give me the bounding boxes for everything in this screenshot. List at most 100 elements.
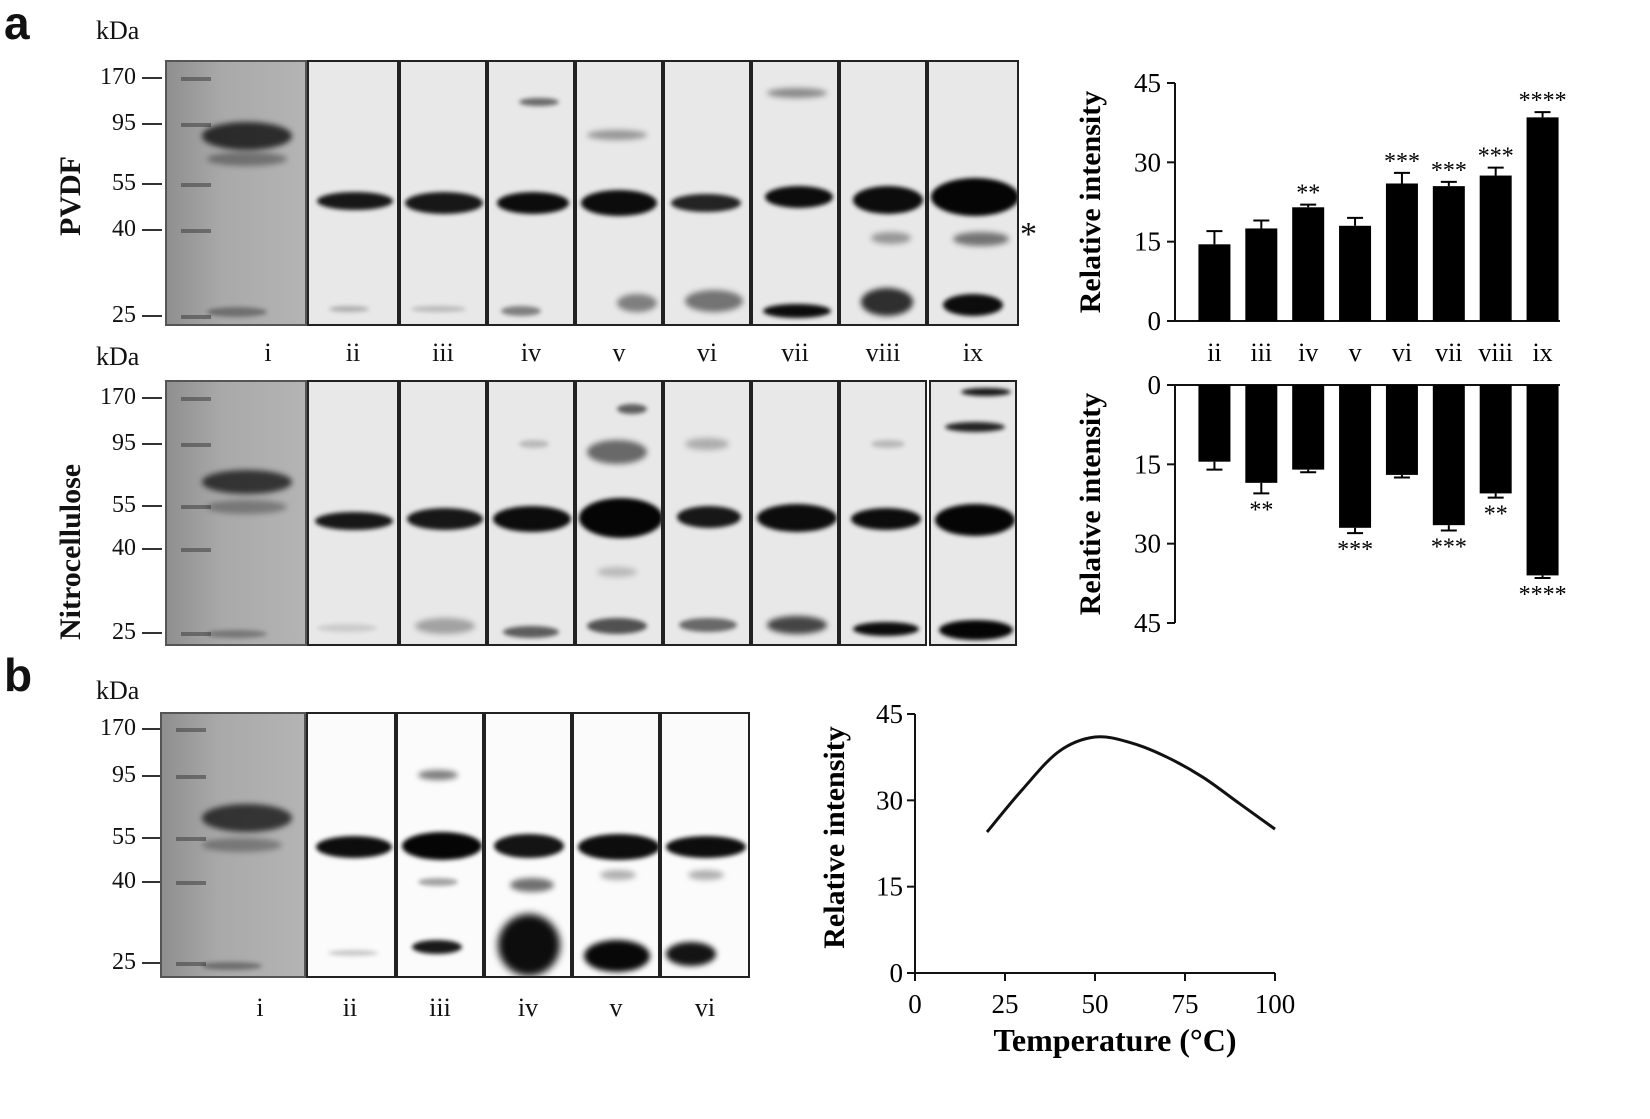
a2-bar-iv bbox=[1292, 385, 1325, 470]
protein-band bbox=[584, 940, 650, 972]
b-mw-40: 40 bbox=[112, 868, 136, 894]
protein-band bbox=[679, 618, 737, 632]
protein-band bbox=[202, 838, 282, 852]
protein-band bbox=[503, 626, 559, 638]
a2-bar-iii bbox=[1245, 385, 1278, 483]
a1-significance-ix: **** bbox=[1519, 88, 1567, 114]
blot-lane-3 bbox=[399, 380, 487, 646]
protein-band bbox=[405, 192, 483, 214]
a2-mw-tick bbox=[142, 443, 162, 445]
a1-mw-170: 170 bbox=[100, 64, 136, 90]
a-lane-label-i: i bbox=[264, 338, 272, 367]
protein-band bbox=[415, 618, 475, 634]
a2-bar-ix bbox=[1526, 385, 1559, 576]
protein-band bbox=[685, 290, 743, 312]
blot-lane-8 bbox=[839, 60, 927, 326]
a1-mw-tick bbox=[142, 229, 162, 231]
b-ytick-label: 0 bbox=[890, 958, 904, 988]
protein-band bbox=[935, 504, 1015, 536]
a2-significance-v: *** bbox=[1337, 537, 1373, 563]
a1-category-label-vii: vii bbox=[1435, 338, 1462, 367]
a1-ytick-label: 0 bbox=[1148, 306, 1162, 336]
a1-bar-ii bbox=[1198, 244, 1231, 321]
a1-mw-tick bbox=[142, 315, 162, 317]
a1-bar-vi bbox=[1385, 183, 1418, 321]
protein-band bbox=[316, 836, 392, 858]
blot-lane-9 bbox=[929, 380, 1017, 646]
a-lane-label-iv: iv bbox=[520, 338, 542, 367]
ladder-band bbox=[181, 123, 211, 127]
b-temperature-curve bbox=[985, 735, 1276, 833]
protein-band bbox=[317, 624, 377, 632]
b-mw-tick bbox=[142, 728, 162, 730]
blot-lane-4 bbox=[487, 380, 575, 646]
blot-lane-8 bbox=[839, 380, 927, 646]
a1-ytick-label: 30 bbox=[1134, 147, 1161, 177]
a1-ytick-label: 15 bbox=[1134, 227, 1161, 257]
a1-bar-iii bbox=[1245, 228, 1278, 321]
blot-lane-5 bbox=[572, 712, 660, 978]
protein-band bbox=[688, 870, 724, 880]
panel-a-letter: a bbox=[4, 0, 30, 49]
protein-band bbox=[767, 616, 827, 634]
ladder-band bbox=[181, 315, 211, 319]
a1-category-label-iii: iii bbox=[1250, 338, 1272, 367]
asterisk-marker: * bbox=[1020, 216, 1037, 253]
protein-band bbox=[402, 832, 482, 860]
a1-bar-v bbox=[1339, 225, 1372, 321]
ladder-band bbox=[181, 548, 211, 552]
a2-bar-ii bbox=[1198, 385, 1231, 462]
a1-category-label-ii: ii bbox=[1207, 338, 1221, 367]
protein-band bbox=[666, 942, 716, 966]
a2-mw-95: 95 bbox=[112, 430, 136, 456]
protein-band bbox=[418, 878, 458, 886]
b-lane-label-iii: iii bbox=[429, 993, 451, 1022]
protein-band bbox=[407, 508, 483, 530]
blot-lane-6 bbox=[663, 60, 751, 326]
ladder-band bbox=[181, 505, 211, 509]
protein-band bbox=[519, 440, 549, 448]
b-mw-tick bbox=[142, 775, 162, 777]
protein-band bbox=[671, 194, 741, 212]
b-mw-tick bbox=[142, 881, 162, 883]
a2-bar-vii bbox=[1432, 385, 1465, 526]
protein-band bbox=[581, 190, 657, 216]
blot-lane-5 bbox=[575, 380, 663, 646]
ladder-band bbox=[176, 775, 206, 779]
protein-band bbox=[617, 294, 657, 312]
a2-bar-viii bbox=[1479, 385, 1512, 494]
a1-significance-vii: *** bbox=[1431, 158, 1467, 184]
protein-band bbox=[587, 440, 647, 464]
a-lane-label-viii: viii bbox=[865, 338, 901, 367]
blot-lane-4 bbox=[487, 60, 575, 326]
a1-ylabel: Relative intensity bbox=[1074, 91, 1107, 313]
a1-mw-55: 55 bbox=[112, 170, 136, 196]
protein-band bbox=[579, 498, 661, 538]
temperature-line-chart: 0 15 30 45 0 25 50 75 100 Relative intensity Tempe… bbox=[818, 699, 1296, 1058]
a1-mw-25: 25 bbox=[112, 302, 136, 328]
b-lane-label-i: i bbox=[256, 993, 264, 1022]
protein-band bbox=[763, 304, 831, 318]
protein-band bbox=[871, 232, 911, 244]
a1-category-label-v: v bbox=[1349, 338, 1362, 367]
blot-lane-5 bbox=[575, 60, 663, 326]
protein-band bbox=[328, 950, 378, 956]
protein-band bbox=[411, 306, 466, 312]
a1-bar-iv bbox=[1292, 207, 1325, 321]
kda-label-a1: kDa bbox=[96, 16, 140, 45]
protein-band bbox=[519, 98, 559, 106]
b-lane-label-iv: iv bbox=[517, 993, 539, 1022]
ladder-band bbox=[181, 397, 211, 401]
a2-ytick-label: 15 bbox=[1134, 449, 1161, 479]
blot-lane-1 bbox=[165, 380, 307, 646]
protein-band bbox=[587, 130, 647, 140]
a1-significance-iv: ** bbox=[1296, 181, 1320, 207]
b-mw-25: 25 bbox=[112, 949, 136, 975]
protein-band bbox=[494, 834, 564, 858]
a2-mw-tick bbox=[142, 632, 162, 634]
protein-band bbox=[412, 940, 462, 954]
b-xtick-label: 100 bbox=[1255, 989, 1296, 1019]
b-xtick-label: 75 bbox=[1172, 989, 1199, 1019]
protein-band bbox=[871, 440, 905, 448]
